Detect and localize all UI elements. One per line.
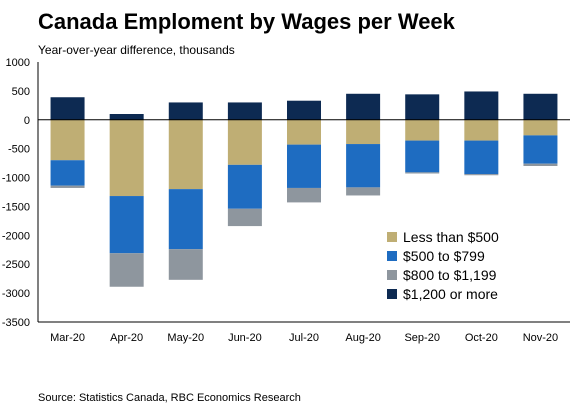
bar-segment: [464, 119, 499, 141]
bar-segment: [405, 119, 440, 141]
y-tick-label: 1000: [6, 57, 30, 69]
y-tick-label: 500: [12, 86, 30, 98]
bar-segment: [227, 119, 262, 165]
x-tick-label: Aug-20: [345, 332, 380, 344]
bar-segment: [346, 144, 381, 188]
y-tick-label: -2000: [2, 230, 30, 242]
x-tick-label: Jun-20: [228, 332, 262, 344]
bar-segment: [523, 135, 558, 164]
y-tick-label: -1000: [2, 173, 30, 185]
bar-segment: [405, 94, 440, 120]
bar-segment: [109, 119, 144, 197]
bar-segment: [168, 189, 203, 250]
y-tick-label: -2500: [2, 259, 30, 271]
x-tick-label: Nov-20: [523, 332, 558, 344]
bar-segment: [109, 196, 144, 254]
bar-segment: [523, 93, 558, 120]
x-tick-label: Jul-20: [289, 332, 319, 344]
legend-swatch: [387, 251, 397, 261]
bar-segment: [287, 100, 321, 120]
bar-segment: [287, 119, 321, 145]
bar-segment: [50, 97, 85, 120]
y-tick-label: -1500: [2, 201, 30, 213]
bar-segment: [109, 114, 144, 120]
bar-segment: [168, 249, 203, 280]
bar-segment: [405, 140, 440, 173]
bar-segment: [168, 119, 203, 190]
x-tick-label: Sep-20: [404, 332, 439, 344]
bar-segment: [50, 185, 85, 188]
bar-segment: [168, 102, 203, 120]
bar-segment: [227, 102, 262, 120]
bar-segment: [287, 144, 321, 188]
bar-segment: [523, 119, 558, 136]
bar-segment: [346, 119, 381, 145]
legend-swatch: [387, 289, 397, 299]
bar-segment: [464, 91, 499, 120]
legend-label: Less than $500: [403, 229, 499, 245]
bar-segment: [287, 187, 321, 203]
bar-segment: [50, 119, 85, 161]
bar-segment: [464, 140, 499, 175]
bar-segment: [346, 187, 381, 196]
x-tick-label: Oct-20: [465, 332, 498, 344]
legend-swatch: [387, 232, 397, 242]
y-tick-label: -500: [8, 144, 30, 156]
bar-segment: [464, 174, 499, 176]
bar-segment: [227, 164, 262, 209]
bar-segment: [346, 93, 381, 120]
legend-label: $800 to $1,199: [403, 267, 497, 283]
x-tick-label: Apr-20: [110, 332, 143, 344]
source-note: Source: Statistics Canada, RBC Economics…: [38, 392, 301, 404]
bar-segment: [405, 172, 440, 174]
x-tick-label: Mar-20: [50, 332, 85, 344]
legend-swatch: [387, 270, 397, 280]
bar-segment: [109, 253, 144, 287]
bar-segment: [227, 208, 262, 227]
y-tick-label: -3500: [2, 317, 30, 329]
chart-subtitle: Year-over-year difference, thousands: [38, 43, 235, 57]
bar-segment: [523, 163, 558, 166]
legend-label: $1,200 or more: [403, 286, 498, 302]
y-tick-label: -3000: [2, 288, 30, 300]
legend-label: $500 to $799: [403, 248, 485, 264]
y-tick-label: 0: [24, 115, 30, 127]
bar-segment: [50, 160, 85, 186]
x-tick-label: May-20: [167, 332, 204, 344]
chart-title: Canada Emploment by Wages per Week: [38, 9, 455, 34]
